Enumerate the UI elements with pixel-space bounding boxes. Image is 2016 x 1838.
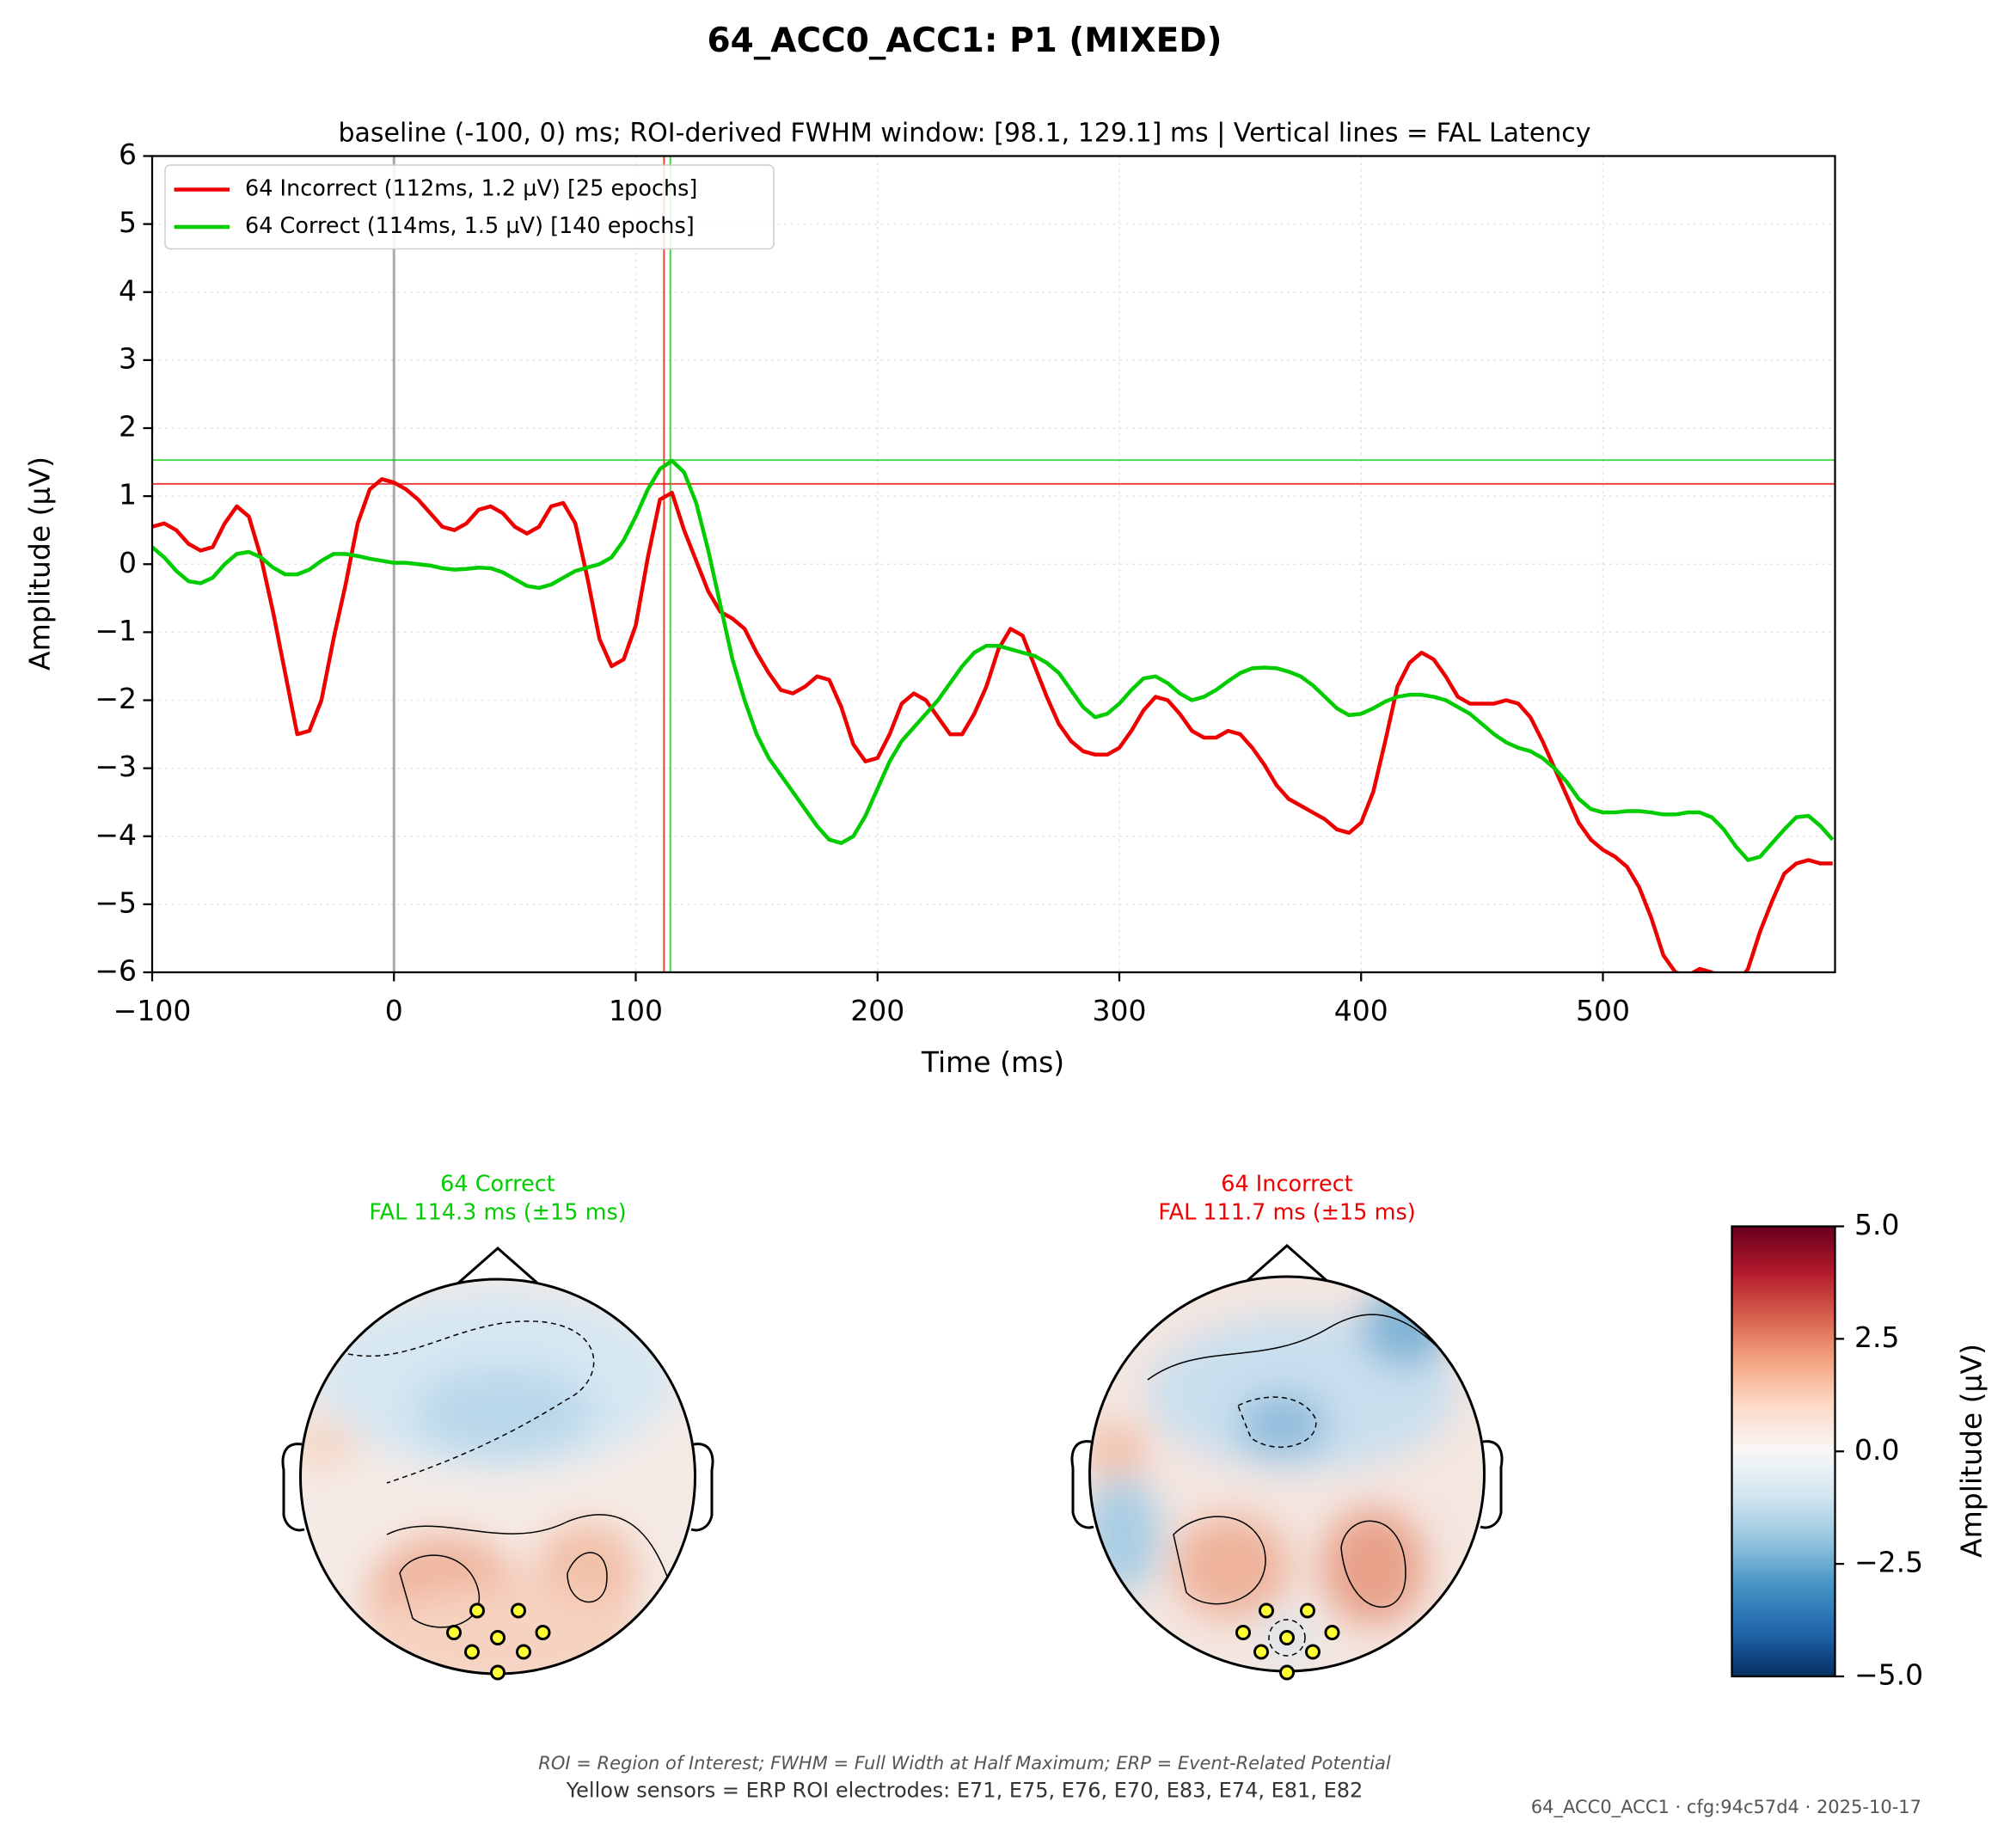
roi-sensors xyxy=(446,1602,551,1681)
footnote: ROI = Region of Interest; FWHM = Full Wi… xyxy=(538,1753,1391,1774)
legend-label: 64 Correct (114ms, 1.5 µV) [140 epochs] xyxy=(245,213,695,239)
y-tick-label: 3 xyxy=(119,341,137,375)
y-tick-label: 0 xyxy=(119,546,137,579)
y-tick-label: −5 xyxy=(95,885,137,919)
ear xyxy=(1070,1440,1094,1529)
roi-sensors xyxy=(1235,1602,1340,1681)
y-tick-label: 5 xyxy=(119,205,137,239)
colorbar-tick-label: 5.0 xyxy=(1854,1208,1899,1241)
x-axis-label: Time (ms) xyxy=(921,1045,1064,1079)
y-tick-label: −1 xyxy=(95,614,137,647)
nose xyxy=(454,1247,542,1287)
y-tick-label: −4 xyxy=(95,818,137,851)
y-tick-label: −6 xyxy=(95,954,137,988)
colorbar-gradient xyxy=(1731,1225,1836,1678)
colorbar-tick-label: 0.0 xyxy=(1854,1433,1899,1467)
topomap-field xyxy=(1089,1277,1485,1672)
series-line xyxy=(152,477,1833,973)
x-tick-label: 300 xyxy=(1093,994,1147,1027)
ear xyxy=(690,1443,714,1532)
ear xyxy=(1480,1440,1504,1529)
y-tick-label: 4 xyxy=(119,273,137,307)
y-tick-label: 1 xyxy=(119,478,137,512)
topomap-field xyxy=(300,1279,695,1675)
series-line xyxy=(152,458,1835,862)
topomap-subtitle: FAL 111.7 ms (±15 ms) xyxy=(1158,1200,1415,1226)
topomap-subtitle: FAL 114.3 ms (±15 ms) xyxy=(369,1200,626,1226)
topomap-title: 64 Correct xyxy=(440,1172,555,1198)
y-tick-label: 2 xyxy=(119,410,137,444)
colorbar-tick-label: −2.5 xyxy=(1854,1546,1923,1579)
legend-label: 64 Incorrect (112ms, 1.2 µV) [25 epochs] xyxy=(245,176,697,202)
x-tick-label: 500 xyxy=(1576,994,1630,1027)
chart-subtitle: baseline (-100, 0) ms; ROI-derived FWHM … xyxy=(338,119,1590,149)
ear xyxy=(281,1443,305,1532)
plot-area: −6 −5 −4 −3 −2 −1 0 1 2 3 4 5 6 −100 0 100 200 300 400 500 6… xyxy=(95,138,1836,1027)
nose xyxy=(1243,1244,1331,1284)
y-tick-label: −2 xyxy=(95,682,137,715)
colorbar-label: Amplitude (µV) xyxy=(1955,1344,1988,1558)
topomap-title: 64 Incorrect xyxy=(1221,1172,1353,1198)
colorbar: −5.0 −2.5 0.0 2.5 5.0 xyxy=(1731,1208,1923,1692)
legend: 64 Incorrect (112ms, 1.2 µV) [25 epochs]… xyxy=(164,164,775,250)
x-tick-label: 400 xyxy=(1334,994,1388,1027)
x-tick-label: 100 xyxy=(609,994,663,1027)
topomap xyxy=(1070,1244,1504,1681)
stamp: 64_ACC0_ACC1 · cfg:94c57d4 · 2025-10-17 xyxy=(1531,1797,1921,1818)
y-axis-label: Amplitude (µV) xyxy=(23,456,57,671)
x-tick-label: −100 xyxy=(113,994,192,1027)
y-tick-label: 6 xyxy=(119,138,137,171)
topomap xyxy=(281,1247,714,1681)
chart-title: 64_ACC0_ACC1: P1 (MIXED) xyxy=(708,21,1222,60)
plot-frame xyxy=(150,155,1836,974)
plot-clip xyxy=(152,156,1835,973)
y-tick-label: −3 xyxy=(95,750,137,783)
colorbar-tick-label: 2.5 xyxy=(1854,1320,1899,1354)
x-tick-label: 0 xyxy=(385,994,403,1027)
x-tick-label: 200 xyxy=(850,994,904,1027)
colorbar-tick-label: −5.0 xyxy=(1854,1658,1923,1692)
legend-box xyxy=(164,164,775,250)
caption: Yellow sensors = ERP ROI electrodes: E71… xyxy=(566,1779,1363,1803)
